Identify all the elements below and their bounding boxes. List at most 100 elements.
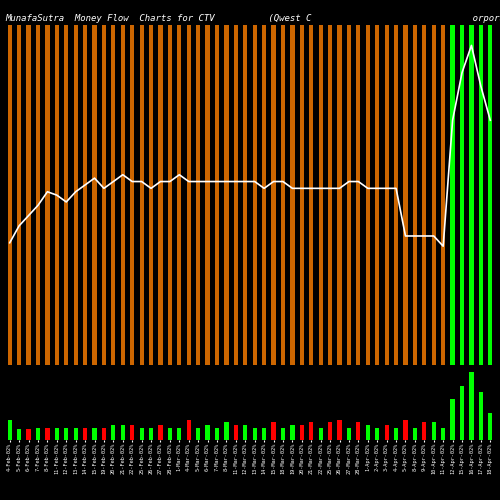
Bar	[234, 425, 238, 440]
Bar	[356, 422, 360, 440]
Bar	[54, 25, 59, 365]
Bar	[102, 25, 106, 365]
Bar	[149, 428, 153, 440]
Bar	[460, 386, 464, 440]
Bar	[64, 428, 68, 440]
Bar	[281, 25, 285, 365]
Bar	[36, 428, 40, 440]
Bar	[366, 25, 370, 365]
Bar	[478, 25, 483, 365]
Bar	[234, 25, 238, 365]
Bar	[262, 428, 266, 440]
Bar	[83, 25, 87, 365]
Bar	[413, 428, 417, 440]
Bar	[140, 428, 144, 440]
Bar	[338, 420, 342, 440]
Bar	[470, 25, 474, 365]
Bar	[130, 25, 134, 365]
Bar	[328, 422, 332, 440]
Bar	[177, 428, 182, 440]
Bar	[394, 25, 398, 365]
Bar	[422, 25, 426, 365]
Bar	[186, 25, 191, 365]
Bar	[17, 25, 21, 365]
Bar	[54, 428, 59, 440]
Bar	[120, 25, 125, 365]
Bar	[252, 25, 257, 365]
Bar	[215, 428, 219, 440]
Bar	[441, 25, 446, 365]
Bar	[206, 25, 210, 365]
Bar	[375, 428, 380, 440]
Bar	[488, 25, 492, 365]
Bar	[432, 422, 436, 440]
Bar	[196, 25, 200, 365]
Bar	[83, 428, 87, 440]
Bar	[366, 425, 370, 440]
Bar	[17, 429, 21, 440]
Bar	[243, 425, 248, 440]
Bar	[92, 428, 96, 440]
Bar	[478, 392, 483, 440]
Bar	[460, 25, 464, 365]
Bar	[74, 428, 78, 440]
Bar	[149, 25, 153, 365]
Bar	[64, 25, 68, 365]
Bar	[375, 25, 380, 365]
Bar	[488, 413, 492, 440]
Bar	[300, 25, 304, 365]
Bar	[158, 425, 162, 440]
Bar	[243, 25, 248, 365]
Bar	[8, 420, 12, 440]
Bar	[36, 25, 40, 365]
Bar	[168, 25, 172, 365]
Bar	[290, 425, 294, 440]
Text: MunafaSutra  Money Flow  Charts for CTV          (Qwest C                       : MunafaSutra Money Flow Charts for CTV (Q…	[5, 14, 500, 23]
Bar	[272, 422, 276, 440]
Bar	[111, 25, 116, 365]
Bar	[224, 422, 228, 440]
Bar	[309, 25, 314, 365]
Bar	[470, 372, 474, 440]
Bar	[404, 25, 407, 365]
Bar	[46, 428, 50, 440]
Bar	[318, 428, 323, 440]
Bar	[111, 425, 116, 440]
Bar	[26, 429, 30, 440]
Bar	[74, 25, 78, 365]
Bar	[46, 25, 50, 365]
Bar	[215, 25, 219, 365]
Bar	[26, 25, 30, 365]
Bar	[290, 25, 294, 365]
Bar	[272, 25, 276, 365]
Bar	[102, 428, 106, 440]
Bar	[450, 25, 454, 365]
Bar	[168, 428, 172, 440]
Bar	[196, 428, 200, 440]
Bar	[120, 425, 125, 440]
Bar	[432, 25, 436, 365]
Bar	[140, 25, 144, 365]
Bar	[328, 25, 332, 365]
Bar	[450, 400, 454, 440]
Bar	[394, 428, 398, 440]
Bar	[318, 25, 323, 365]
Bar	[309, 422, 314, 440]
Bar	[404, 420, 407, 440]
Bar	[356, 25, 360, 365]
Bar	[158, 25, 162, 365]
Bar	[338, 25, 342, 365]
Bar	[347, 428, 351, 440]
Bar	[252, 428, 257, 440]
Bar	[384, 25, 389, 365]
Bar	[92, 25, 96, 365]
Bar	[177, 25, 182, 365]
Bar	[281, 428, 285, 440]
Bar	[186, 420, 191, 440]
Bar	[441, 428, 446, 440]
Bar	[206, 425, 210, 440]
Bar	[224, 25, 228, 365]
Bar	[413, 25, 417, 365]
Bar	[130, 425, 134, 440]
Bar	[8, 25, 12, 365]
